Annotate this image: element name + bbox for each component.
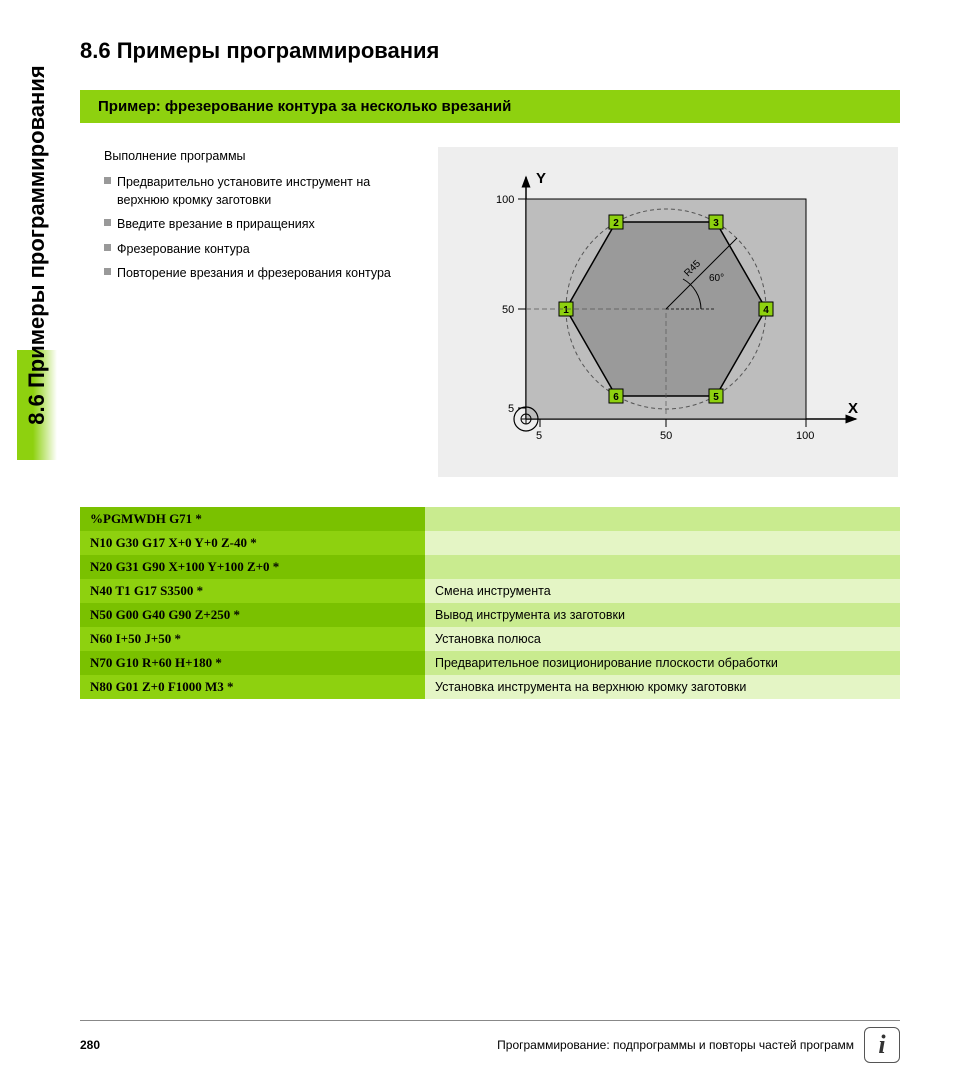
page-number: 280 xyxy=(80,1038,100,1052)
svg-text:50: 50 xyxy=(660,430,672,442)
description-column: Выполнение программы Предварительно уста… xyxy=(104,147,424,477)
svg-text:5: 5 xyxy=(713,392,719,403)
svg-text:1: 1 xyxy=(563,305,569,316)
svg-text:3: 3 xyxy=(713,218,719,229)
svg-text:Y: Y xyxy=(536,170,546,187)
info-icon: i xyxy=(864,1027,900,1063)
bullet-text: Введите врезание в приращениях xyxy=(117,215,315,233)
code-row: %PGMWDH G71 * xyxy=(80,507,900,531)
svg-text:60°: 60° xyxy=(709,273,724,284)
code-cell: N10 G30 G17 X+0 Y+0 Z-40 * xyxy=(80,531,425,555)
code-table: %PGMWDH G71 *N10 G30 G17 X+0 Y+0 Z-40 *N… xyxy=(80,507,900,699)
desc-cell xyxy=(425,507,900,531)
desc-cell: Смена инструмента xyxy=(425,579,900,603)
footer-right: Программирование: подпрограммы и повторы… xyxy=(497,1027,900,1063)
svg-text:X: X xyxy=(848,400,858,417)
svg-text:5: 5 xyxy=(508,403,514,415)
desc-cell xyxy=(425,555,900,579)
bullet-square-icon xyxy=(104,177,111,184)
code-row: N20 G31 G90 X+100 Y+100 Z+0 * xyxy=(80,555,900,579)
bullet-square-icon xyxy=(104,219,111,226)
svg-text:100: 100 xyxy=(496,194,514,206)
bullet-square-icon xyxy=(104,268,111,275)
diagram: CC 1 2 3 4 5 6 R45 xyxy=(438,147,898,477)
desc-cell: Предварительное позиционирование плоскос… xyxy=(425,651,900,675)
footer-text: Программирование: подпрограммы и повторы… xyxy=(497,1038,854,1052)
code-cell: N50 G00 G40 G90 Z+250 * xyxy=(80,603,425,627)
diagram-svg: CC 1 2 3 4 5 6 R45 xyxy=(486,169,866,459)
desc-cell: Установка инструмента на верхнюю кромку … xyxy=(425,675,900,699)
code-row: N40 T1 G17 S3500 *Смена инструмента xyxy=(80,579,900,603)
main-content: 8.6 Примеры программирования Пример: фре… xyxy=(80,38,900,699)
bullet-item: Введите врезание в приращениях xyxy=(104,215,424,233)
svg-text:6: 6 xyxy=(613,392,619,403)
desc-cell xyxy=(425,531,900,555)
code-row: N60 I+50 J+50 *Установка полюса xyxy=(80,627,900,651)
desc-cell: Вывод инструмента из заготовки xyxy=(425,603,900,627)
code-row: N50 G00 G40 G90 Z+250 *Вывод инструмента… xyxy=(80,603,900,627)
section-heading: 8.6 Примеры программирования xyxy=(80,38,900,64)
svg-text:2: 2 xyxy=(613,218,619,229)
code-cell: N40 T1 G17 S3500 * xyxy=(80,579,425,603)
code-cell: N80 G01 Z+0 F1000 M3 * xyxy=(80,675,425,699)
code-cell: %PGMWDH G71 * xyxy=(80,507,425,531)
sidebar-tab: 8.6 Примеры программирования xyxy=(17,30,57,460)
bullet-text: Повторение врезания и фрезерования конту… xyxy=(117,264,391,282)
bullet-item: Повторение врезания и фрезерования конту… xyxy=(104,264,424,282)
bullet-item: Фрезерование контура xyxy=(104,240,424,258)
sidebar-label: 8.6 Примеры программирования xyxy=(24,65,50,424)
bullet-item: Предварительно установите инструмент на … xyxy=(104,173,424,209)
code-cell: N60 I+50 J+50 * xyxy=(80,627,425,651)
code-cell: N20 G31 G90 X+100 Y+100 Z+0 * xyxy=(80,555,425,579)
page-footer: 280 Программирование: подпрограммы и пов… xyxy=(80,1020,900,1063)
code-row: N70 G10 R+60 H+180 *Предварительное пози… xyxy=(80,651,900,675)
code-row: N80 G01 Z+0 F1000 M3 *Установка инструме… xyxy=(80,675,900,699)
code-cell: N70 G10 R+60 H+180 * xyxy=(80,651,425,675)
bullet-text: Фрезерование контура xyxy=(117,240,250,258)
svg-text:4: 4 xyxy=(763,305,769,316)
svg-text:5: 5 xyxy=(536,430,542,442)
two-column-area: Выполнение программы Предварительно уста… xyxy=(80,147,900,477)
svg-text:100: 100 xyxy=(796,430,814,442)
diagram-column: CC 1 2 3 4 5 6 R45 xyxy=(438,147,898,477)
code-row: N10 G30 G17 X+0 Y+0 Z-40 * xyxy=(80,531,900,555)
bullet-square-icon xyxy=(104,244,111,251)
bullet-text: Предварительно установите инструмент на … xyxy=(117,173,424,209)
svg-text:50: 50 xyxy=(502,304,514,316)
intro-text: Выполнение программы xyxy=(104,147,424,165)
example-title-bar: Пример: фрезерование контура за нескольк… xyxy=(80,90,900,123)
desc-cell: Установка полюса xyxy=(425,627,900,651)
